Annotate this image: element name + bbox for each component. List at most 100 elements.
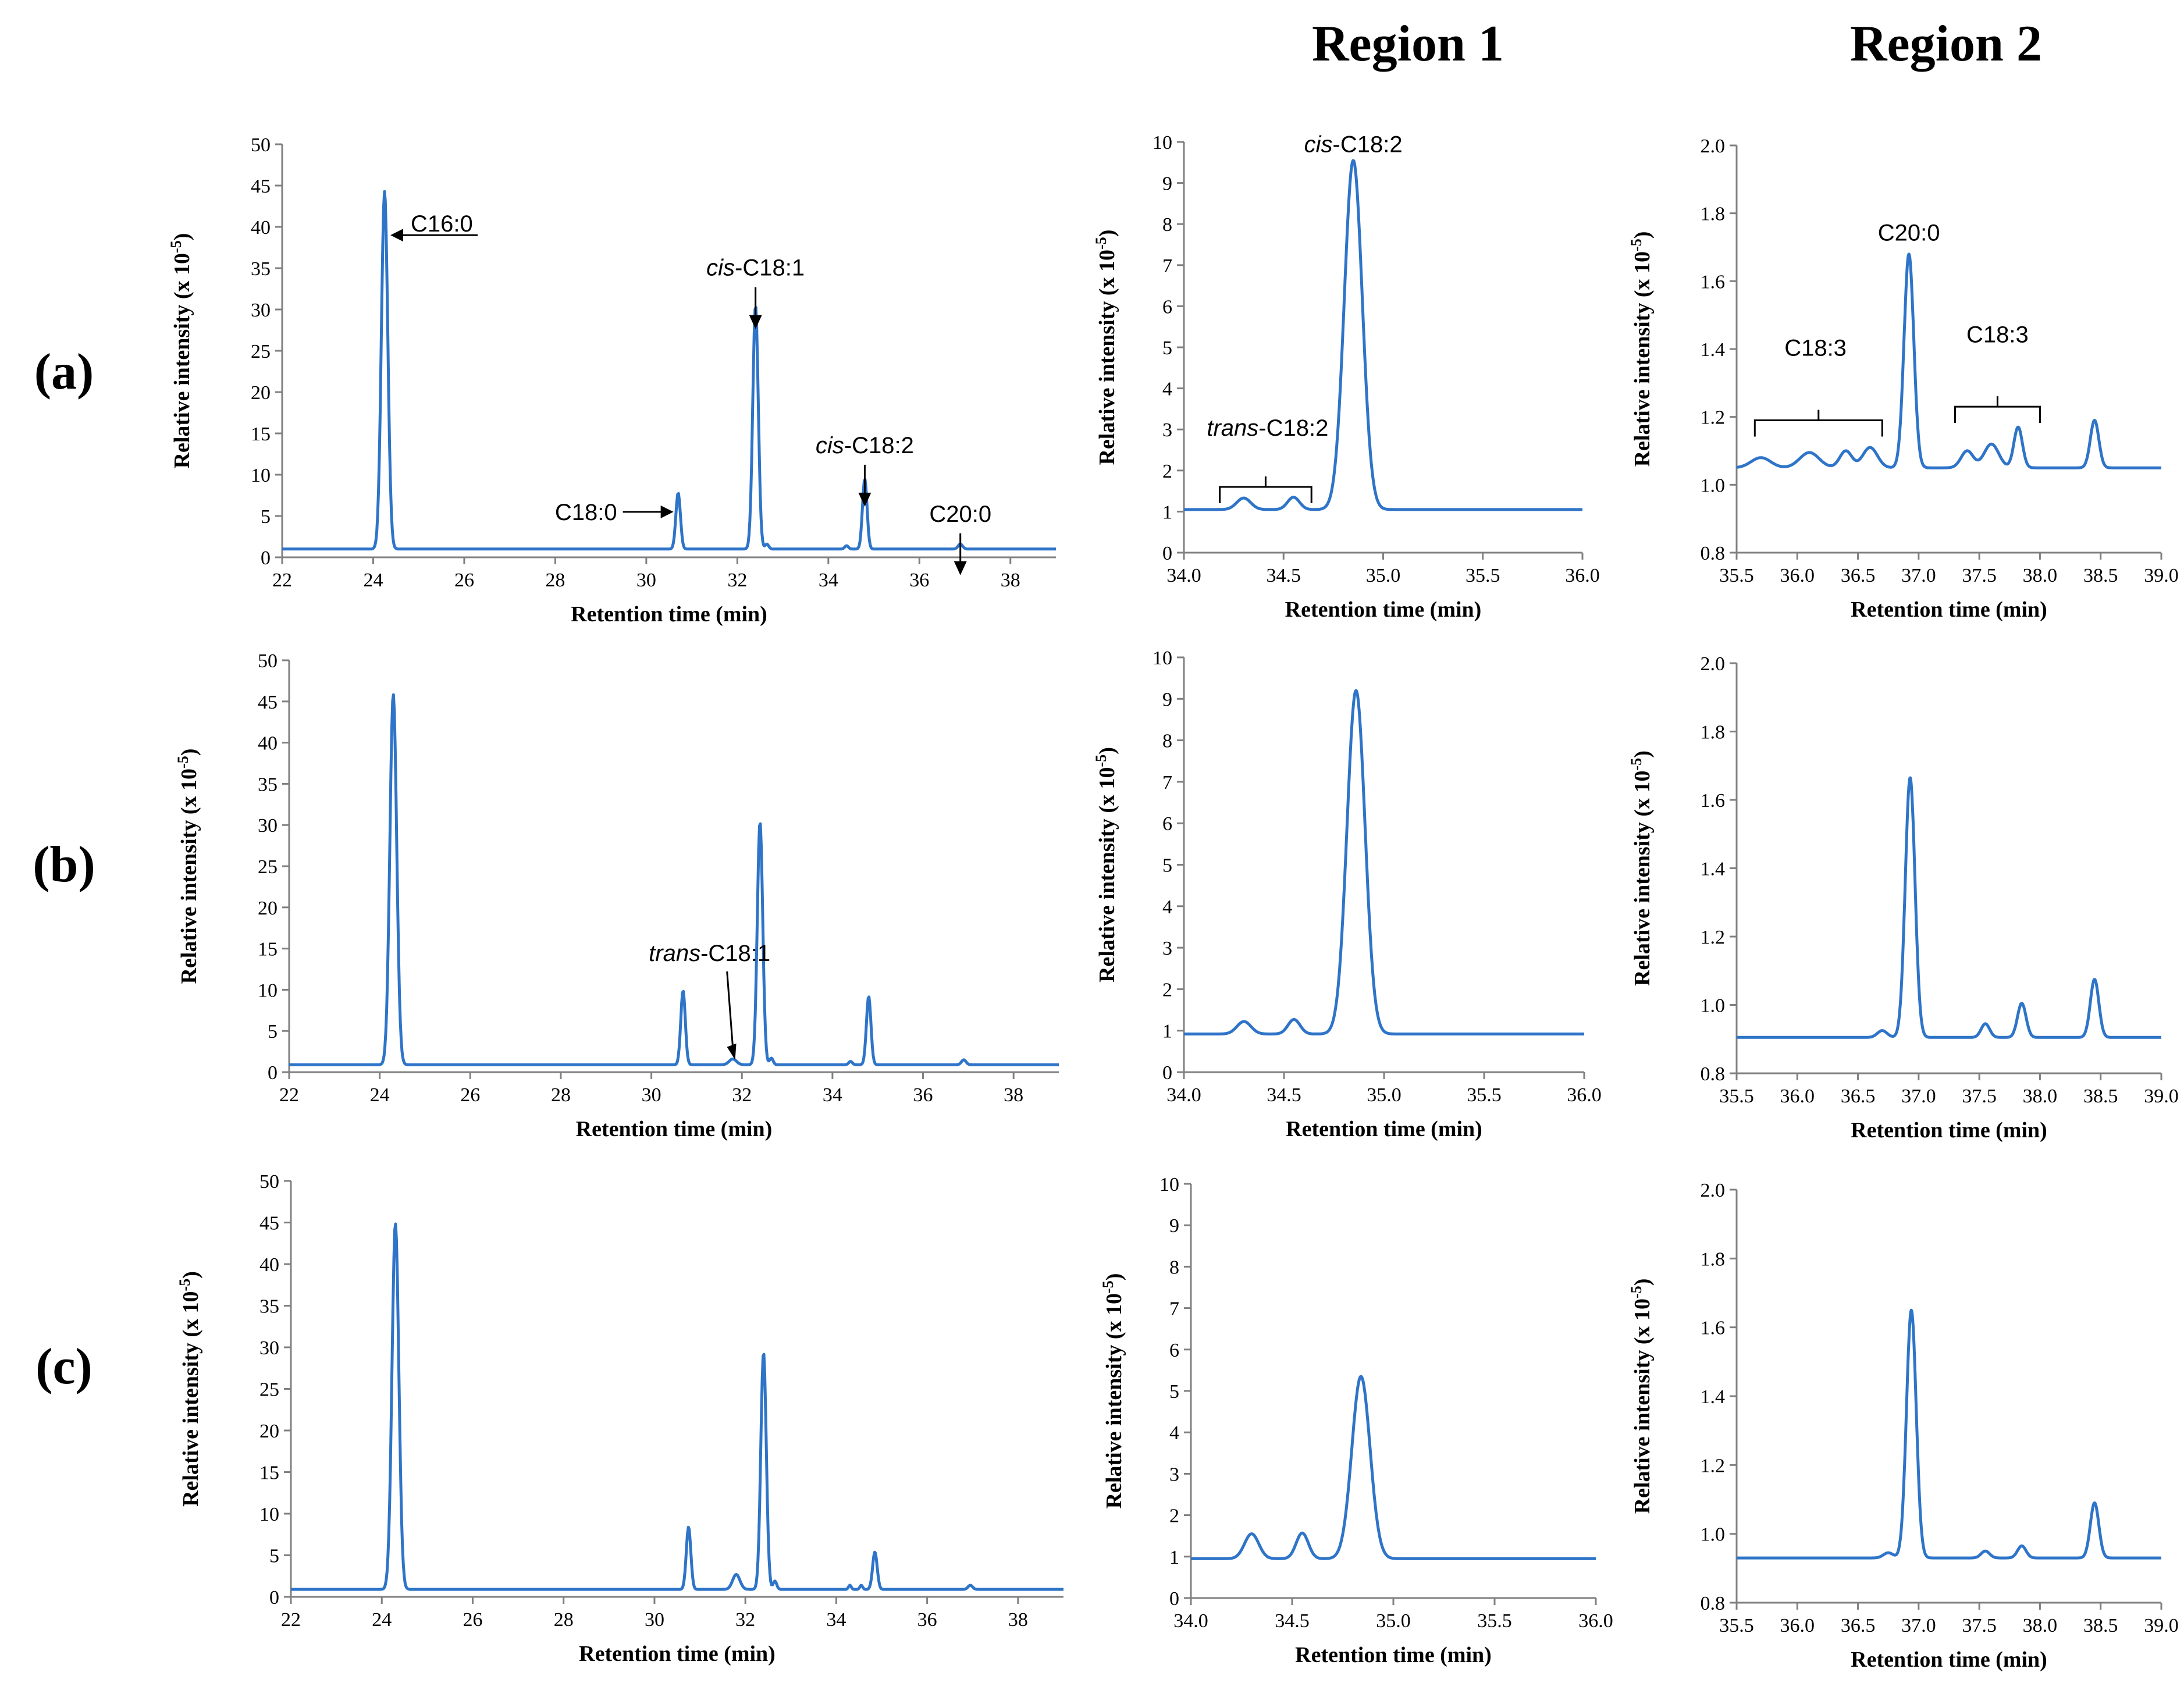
chromatogram-line <box>1735 776 2162 1039</box>
y-tick-label: 10 <box>258 980 278 1001</box>
y-tick-label: 1.8 <box>1701 204 1726 225</box>
y-tick-label: 1 <box>1169 1547 1179 1568</box>
y-tick-label: 50 <box>251 134 271 156</box>
y-axis-title-main: Relative intensity (x 10 <box>1630 770 1655 985</box>
x-tick-label: 35.5 <box>1466 565 1500 586</box>
y-tick-label: 1.4 <box>1701 1386 1726 1408</box>
y-tick-label: 10 <box>1153 132 1172 154</box>
x-axis-title: Retention time (min) <box>1295 1643 1492 1667</box>
x-tick-label: 37.0 <box>1901 565 1936 586</box>
y-tick-label: 0 <box>1162 1062 1172 1084</box>
y-axis-title-main: Relative intensity (x 10 <box>177 768 201 984</box>
annotation-c183-text: C18:3 <box>1784 336 1847 361</box>
y-tick-label: 15 <box>258 939 278 960</box>
row-label-c: (c) <box>35 1339 93 1395</box>
annotation-c183: C18:3 <box>1784 336 1847 361</box>
annotation-trans-c182-text: -C18:2 <box>1258 415 1328 441</box>
x-tick-label: 35.5 <box>1719 1615 1754 1636</box>
x-tick-label: 30 <box>636 570 656 591</box>
y-tick-label: 5 <box>269 1546 279 1567</box>
annotation-c200-text: C20:0 <box>1878 220 1940 245</box>
y-axis-title-close: ) <box>1630 750 1655 758</box>
annotation-cis-c182-italic-prefix: cis <box>1304 132 1333 158</box>
x-tick-label: 34.5 <box>1275 1610 1310 1632</box>
y-tick-label: 6 <box>1169 1340 1179 1361</box>
y-tick-label: 25 <box>259 1379 279 1401</box>
x-tick-label: 22 <box>272 570 292 591</box>
y-tick-label: 1.8 <box>1701 1248 1726 1270</box>
y-axis-title: Relative intensity (x 10-5) <box>168 233 195 469</box>
y-tick-label: 1.0 <box>1701 995 1726 1017</box>
y-tick-label: 3 <box>1169 1464 1179 1485</box>
x-tick-label: 36.0 <box>1780 565 1815 586</box>
x-tick-label: 38 <box>1001 570 1020 591</box>
y-tick-label: 2 <box>1162 979 1172 1001</box>
annotation-trans-c181-italic-prefix: trans <box>649 941 700 966</box>
x-tick-label: 28 <box>545 570 565 591</box>
annotation-cis-c182-italic-prefix: cis <box>816 433 844 458</box>
x-tick-label: 38.0 <box>2023 1086 2058 1107</box>
x-tick-label: 35.0 <box>1366 565 1401 586</box>
x-tick-label: 36.0 <box>1578 1610 1613 1632</box>
annotation-bracket <box>1753 410 1883 437</box>
y-tick-label: 25 <box>251 341 271 362</box>
x-tick-label: 36 <box>913 1084 933 1106</box>
y-axis-title-exponent: -5 <box>1628 1286 1645 1298</box>
x-tick-label: 36.0 <box>1567 1084 1602 1106</box>
x-tick-label: 34.0 <box>1166 565 1201 586</box>
y-tick-label: 25 <box>258 856 278 878</box>
x-tick-label: 30 <box>645 1609 664 1631</box>
x-tick-label: 36.0 <box>1780 1615 1815 1636</box>
annotation-cis-c182-text: -C18:2 <box>1333 132 1403 158</box>
chart-panel-b-full: 22 24 26 28 30 32 34 36 38 0 5 10 15 20 25 30 35 40 45 50 Re… <box>175 650 1059 1141</box>
y-tick-label: 45 <box>251 176 271 197</box>
y-tick-label: 2 <box>1162 461 1172 482</box>
annotation-cis-c182: cis-C18:2 <box>816 433 914 458</box>
y-tick-label: 0.8 <box>1701 1063 1726 1085</box>
x-tick-label: 26 <box>454 570 474 591</box>
x-tick-label: 28 <box>551 1084 571 1106</box>
x-tick-label: 34 <box>826 1609 846 1631</box>
y-axis-title-exponent: -5 <box>1628 758 1645 771</box>
region-2-title: Region 2 <box>1850 16 2042 72</box>
y-tick-label: 5 <box>268 1021 278 1042</box>
chromatogram-line <box>282 190 1057 551</box>
y-tick-label: 0 <box>1169 1588 1179 1610</box>
y-tick-label: 5 <box>1169 1381 1179 1403</box>
y-tick-label: 1.2 <box>1701 1455 1726 1476</box>
y-tick-label: 10 <box>1153 647 1172 669</box>
y-axis-title: Relative intensity (x 10-5) <box>1628 232 1655 467</box>
annotation-cis-c181-italic-prefix: cis <box>706 255 735 281</box>
x-tick-label: 24 <box>363 570 383 591</box>
chart-panel-b-r1: 34.0 34.5 35.0 35.5 36.0 0 1 2 3 4 5 6 7 8 9 10 Retentio… <box>1093 647 1602 1141</box>
y-tick-label: 2 <box>1169 1506 1179 1527</box>
x-tick-label: 32 <box>727 570 747 591</box>
y-tick-label: 20 <box>258 898 278 919</box>
x-tick-label: 39.0 <box>2144 1086 2179 1107</box>
y-tick-label: 50 <box>258 650 278 672</box>
y-tick-label: 1.6 <box>1701 1318 1726 1339</box>
y-axis-title-main: Relative intensity (x 10 <box>1630 251 1655 467</box>
x-axis-title: Retention time (min) <box>1851 1647 2047 1672</box>
x-tick-label: 37.5 <box>1962 565 1997 586</box>
annotation-arrowhead <box>749 315 762 329</box>
x-tick-label: 32 <box>732 1084 752 1106</box>
x-tick-label: 34.0 <box>1173 1610 1208 1632</box>
y-tick-label: 3 <box>1162 938 1172 959</box>
x-tick-label: 34.5 <box>1267 1084 1301 1106</box>
y-tick-label: 7 <box>1169 1298 1179 1320</box>
y-tick-label: 8 <box>1169 1257 1179 1278</box>
annotation-arrowhead <box>858 492 872 507</box>
annotation-trans-c181: trans-C18:1 <box>649 941 770 966</box>
annotation-cis-c182: cis-C18:2 <box>1304 132 1403 158</box>
y-tick-label: 40 <box>259 1254 279 1276</box>
y-tick-label: 30 <box>251 300 271 321</box>
y-tick-label: 2.0 <box>1701 136 1726 157</box>
x-tick-label: 38.5 <box>2083 1086 2118 1107</box>
annotation-bracket <box>1954 396 2041 424</box>
x-tick-label: 37.0 <box>1901 1086 1936 1107</box>
y-axis-title-exponent: -5 <box>1093 237 1109 250</box>
x-tick-label: 22 <box>279 1084 299 1106</box>
y-tick-label: 2.0 <box>1701 1180 1726 1201</box>
annotation-c180-text: C18:0 <box>555 500 617 525</box>
